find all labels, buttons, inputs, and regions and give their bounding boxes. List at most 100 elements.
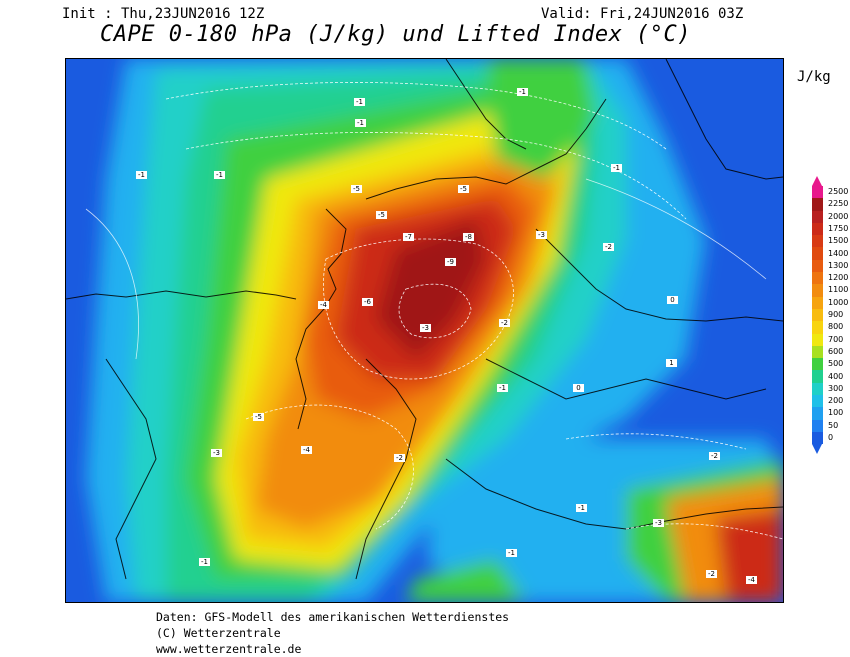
li-label: -1 (214, 171, 225, 179)
legend-level-label: 2250 (828, 199, 849, 209)
legend-level-label: 2000 (828, 211, 849, 221)
footer-website: www.wetterzentrale.de (156, 642, 302, 656)
li-label: -2 (706, 570, 717, 578)
svg-text:1: 1 (669, 359, 673, 367)
svg-text:-1: -1 (138, 171, 145, 179)
svg-text:-2: -2 (711, 452, 718, 460)
li-label: 1 (666, 359, 677, 367)
legend-level-label: 200 (828, 396, 844, 406)
legend-level-label: 1750 (828, 223, 849, 233)
legend-swatch (812, 321, 823, 334)
svg-text:-6: -6 (364, 298, 372, 306)
li-label: -1 (136, 171, 147, 179)
li-label: -3 (420, 324, 431, 332)
li-label: -2 (603, 243, 614, 251)
svg-text:-7: -7 (405, 233, 412, 241)
li-label: -1 (354, 98, 365, 106)
legend-level-label: 2500 (828, 187, 849, 196)
legend-swatch (812, 382, 823, 396)
legend-level-label: 1400 (828, 248, 849, 258)
svg-text:-1: -1 (578, 504, 585, 512)
chart-title: CAPE 0-180 hPa (J/kg) und Lifted Index (… (100, 22, 692, 47)
svg-text:-5: -5 (460, 185, 467, 193)
svg-text:0: 0 (576, 384, 580, 392)
svg-text:-2: -2 (708, 570, 715, 578)
li-label: -7 (403, 233, 414, 241)
li-label: -2 (499, 319, 510, 327)
li-label: -4 (746, 576, 757, 584)
li-label: -1 (199, 558, 210, 566)
svg-text:-2: -2 (396, 454, 403, 462)
svg-text:-9: -9 (447, 258, 454, 266)
cape-map: -1 -1 -1 -1 -5 -5 -5 -7 -8 -9 -6 -4 -3 -… (65, 58, 784, 603)
legend-swatch (812, 395, 823, 408)
svg-text:-4: -4 (320, 301, 328, 309)
svg-text:-1: -1 (216, 171, 223, 179)
li-label: -3 (653, 519, 664, 527)
legend-swatch (812, 235, 823, 248)
legend-bottom-arrow (812, 444, 822, 455)
legend-swatch (812, 296, 823, 309)
legend-level-label: 800 (828, 322, 844, 332)
svg-text:-3: -3 (538, 231, 545, 239)
legend-level-label: 100 (828, 408, 844, 418)
legend-level-label: 700 (828, 334, 844, 344)
li-label: -5 (458, 185, 469, 193)
legend-level-label: 300 (828, 383, 844, 393)
svg-text:-3: -3 (655, 519, 662, 527)
li-label: -1 (517, 88, 528, 96)
legend-level-label: 1300 (828, 260, 849, 270)
li-label: 0 (667, 296, 678, 304)
legend-swatch (812, 370, 823, 383)
legend-level-label: 1000 (828, 297, 849, 307)
init-time: Init : Thu,23JUN2016 12Z (62, 6, 265, 22)
svg-text:-2: -2 (605, 243, 612, 251)
svg-text:-8: -8 (465, 233, 472, 241)
li-label: -3 (211, 449, 222, 457)
li-label: -2 (394, 454, 405, 462)
li-label: -9 (445, 258, 456, 266)
svg-text:0: 0 (670, 296, 674, 304)
legend-swatch (812, 198, 823, 211)
svg-text:-5: -5 (378, 211, 385, 219)
svg-text:-3: -3 (213, 449, 220, 457)
svg-text:-5: -5 (255, 413, 262, 421)
svg-text:-1: -1 (613, 164, 620, 172)
li-label: 0 (573, 384, 584, 392)
li-label: -5 (253, 413, 264, 421)
li-label: -1 (355, 119, 366, 127)
legend-swatch (812, 333, 823, 346)
svg-text:-1: -1 (201, 558, 208, 566)
svg-text:-1: -1 (508, 549, 515, 557)
li-label: -1 (497, 384, 508, 392)
li-label: -3 (536, 231, 547, 239)
legend-swatch (812, 222, 823, 236)
legend-swatch (812, 272, 823, 285)
svg-text:-4: -4 (748, 576, 756, 584)
svg-text:-1: -1 (519, 88, 526, 96)
legend-swatch (812, 407, 823, 420)
li-label: -5 (351, 185, 362, 193)
li-label: -1 (611, 164, 622, 172)
footer-data-source: Daten: GFS-Modell des amerikanischen Wet… (156, 610, 510, 624)
li-label: -4 (301, 446, 312, 454)
footer-copyright: (C) Wetterzentrale (156, 626, 281, 640)
legend-swatch (812, 259, 823, 273)
legend-unit: J/kg (797, 69, 831, 85)
legend-level-label: 600 (828, 346, 844, 356)
legend-level-label: 500 (828, 359, 844, 369)
svg-text:-5: -5 (353, 185, 360, 193)
legend-swatch (812, 284, 823, 297)
legend-level-label: 50 (828, 420, 839, 430)
legend-swatch (812, 431, 823, 445)
legend-swatch (812, 210, 823, 223)
svg-text:-1: -1 (499, 384, 506, 392)
legend-level-label: 0 (828, 433, 834, 442)
legend-top-arrow (812, 176, 822, 186)
valid-time: Valid: Fri,24JUN2016 03Z (541, 6, 744, 22)
legend-swatch (812, 345, 823, 359)
legend-level-label: 1100 (828, 285, 849, 295)
legend-level-label: 1500 (828, 236, 849, 246)
li-label: -1 (576, 504, 587, 512)
legend-swatch (812, 308, 823, 322)
